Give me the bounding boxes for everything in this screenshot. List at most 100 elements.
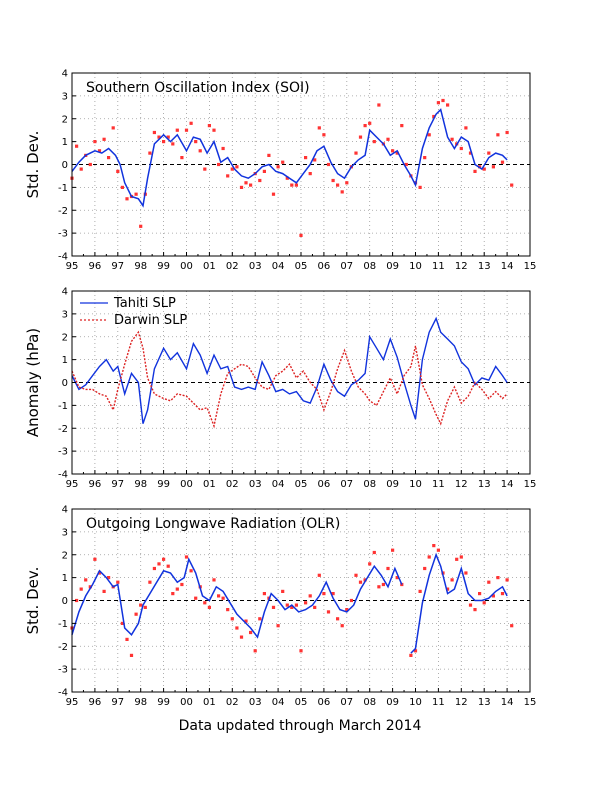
monthly-value-point (446, 587, 450, 591)
monthly-value-point (336, 617, 340, 621)
y-tick-label: -1 (58, 619, 68, 630)
monthly-value-point (391, 149, 395, 153)
x-tick-label: 14 (501, 697, 514, 708)
monthly-value-point (304, 601, 308, 605)
monthly-value-point (496, 133, 500, 137)
y-tick-label: 0 (62, 160, 68, 171)
y-tick-label: 0 (62, 378, 68, 389)
monthly-value-point (446, 103, 450, 107)
monthly-value-point (207, 605, 211, 609)
monthly-value-point (290, 183, 294, 187)
monthly-value-point (230, 617, 234, 621)
x-tick-label: 96 (89, 261, 102, 272)
monthly-value-point (322, 133, 326, 137)
monthly-value-point (464, 126, 468, 130)
x-tick-label: 12 (455, 261, 468, 272)
x-tick-label: 13 (478, 479, 491, 490)
y-tick-label: 4 (62, 287, 68, 298)
monthly-value-point (400, 124, 404, 128)
monthly-value-point (409, 653, 413, 657)
x-tick-label: 14 (501, 261, 514, 272)
monthly-value-point (271, 605, 276, 609)
monthly-value-point (253, 649, 257, 653)
monthly-value-point (308, 172, 312, 176)
y-tick-label: -2 (58, 642, 68, 653)
monthly-value-point (189, 121, 193, 125)
monthly-value-point (267, 153, 271, 157)
x-tick-label: 00 (180, 479, 193, 490)
y-tick-label: 2 (62, 550, 68, 561)
x-tick-label: 97 (111, 697, 124, 708)
x-tick-label: 04 (272, 697, 285, 708)
x-tick-label: 13 (478, 697, 491, 708)
monthly-value-point (482, 167, 486, 171)
monthly-value-point (152, 566, 156, 571)
monthly-value-point (317, 573, 321, 577)
monthly-value-point (308, 594, 312, 598)
monthly-value-point (299, 233, 303, 237)
monthly-value-point (436, 548, 440, 552)
monthly-value-point (500, 160, 505, 164)
monthly-value-point (226, 174, 230, 178)
monthly-value-point (171, 592, 175, 596)
monthly-value-point (294, 603, 298, 607)
monthly-value-point (294, 183, 298, 187)
monthly-value-point (491, 594, 495, 598)
monthly-value-point (491, 165, 495, 169)
monthly-value-point (427, 133, 431, 137)
monthly-value-point (107, 156, 111, 160)
monthly-value-point (354, 573, 358, 577)
monthly-value-point (212, 128, 216, 132)
monthly-value-point (152, 130, 156, 135)
monthly-value-point (194, 140, 198, 144)
x-tick-label: 99 (157, 261, 170, 272)
y-tick-label: 2 (62, 332, 68, 343)
monthly-value-point (212, 578, 216, 582)
monthly-value-point (116, 580, 120, 584)
y-tick-label: -4 (58, 252, 68, 263)
monthly-value-point (162, 140, 166, 144)
monthly-value-point (313, 158, 317, 162)
x-tick-label: 05 (295, 697, 308, 708)
monthly-value-point (331, 592, 335, 596)
x-tick-label: 13 (478, 261, 491, 272)
x-tick-label: 00 (180, 697, 193, 708)
x-tick-label: 98 (134, 479, 147, 490)
monthly-value-point (423, 566, 427, 571)
monthly-value-point (75, 144, 79, 148)
monthly-value-point (487, 151, 491, 155)
x-tick-label: 95 (66, 697, 79, 708)
monthly-value-point (349, 598, 353, 603)
y-tick-label: 3 (62, 527, 68, 538)
monthly-value-point (166, 135, 170, 139)
y-tick-label: -1 (58, 183, 68, 194)
x-tick-label: 05 (295, 479, 308, 490)
x-tick-label: 95 (66, 261, 79, 272)
monthly-value-point (239, 635, 244, 639)
monthly-value-point (180, 582, 184, 587)
monthly-value-point (317, 126, 321, 130)
slp-y-axis-label: Anomaly (hPa) (24, 328, 42, 437)
monthly-value-point (505, 578, 509, 582)
monthly-value-point (363, 578, 367, 582)
y-tick-label: -1 (58, 401, 68, 412)
monthly-value-point (102, 589, 106, 593)
monthly-value-point (258, 617, 262, 621)
y-tick-label: 3 (62, 309, 68, 320)
monthly-value-point (331, 178, 335, 183)
monthly-value-point (93, 140, 97, 144)
x-tick-label: 11 (432, 697, 445, 708)
monthly-value-point (134, 612, 138, 616)
monthly-value-point (97, 571, 102, 575)
monthly-value-point (395, 151, 399, 155)
monthly-value-point (235, 626, 239, 630)
monthly-value-point (134, 192, 138, 196)
monthly-value-point (468, 603, 473, 607)
monthly-value-point (194, 596, 198, 600)
monthly-value-point (139, 224, 143, 228)
soi-panel: 95 96 97 98 99 00 01 02 03 04 05 06 07 08 09 10 11 12 13 14… (24, 69, 536, 273)
monthly-value-point (299, 649, 303, 653)
monthly-value-point (221, 146, 225, 151)
darwin-slp-line (71, 330, 508, 429)
